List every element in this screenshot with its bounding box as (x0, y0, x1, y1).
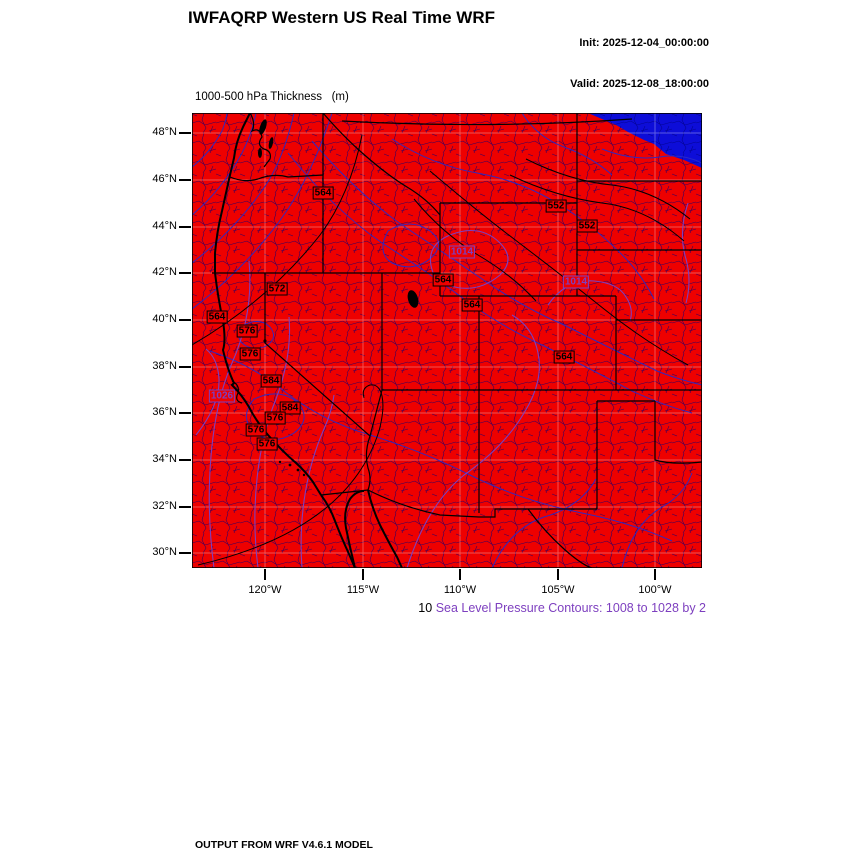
lon-tick-label: 110°W (443, 584, 477, 596)
legend-line-thickness-1: 1000-500 hPa Thickness (m) (195, 91, 349, 103)
lon-tick-mark (654, 569, 656, 580)
channel-island (288, 463, 292, 467)
lon-tick-label: 105°W (541, 584, 575, 596)
map-canvas (192, 113, 702, 568)
map-contour-label: 572 (266, 282, 288, 296)
caption-text: Sea Level Pressure Contours: 1008 to 102… (435, 601, 706, 615)
map-contour-label: 576 (256, 437, 278, 451)
map-contour-label: 564 (461, 298, 483, 312)
weather-map (192, 113, 702, 568)
model-info: OUTPUT FROM WRF V4.6.1 MODEL WE = 310 ; … (195, 810, 623, 850)
valid-time: Valid: 2025-12-08_18:00:00 (570, 77, 709, 90)
lon-tick-mark (362, 569, 364, 580)
thickness-contours-black (192, 134, 691, 566)
lat-tick-label: 32°N (152, 500, 177, 512)
map-contour-label: 552 (576, 219, 598, 233)
lon-tick-label: 115°W (346, 584, 380, 596)
map-contour-label: 576 (236, 324, 258, 338)
map-contour-label: 1014 (562, 275, 590, 289)
lat-tick-mark (179, 226, 191, 228)
init-time: Init: 2025-12-04_00:00:00 (579, 37, 709, 49)
map-contour-label: 552 (545, 199, 567, 213)
run-times: Init: 2025-12-04_00:00:00 Valid: 2025-12… (570, 10, 709, 118)
map-contour-label: 564 (312, 186, 334, 200)
lat-tick-mark (179, 552, 191, 554)
lat-tick-mark (179, 272, 191, 274)
lat-tick-mark (179, 412, 191, 414)
caption-overlap-text: 10 (418, 601, 433, 615)
map-contour-label: 576 (239, 347, 261, 361)
lat-tick-mark (179, 506, 191, 508)
map-contour-label: 1026 (208, 389, 236, 403)
lat-tick-mark (179, 366, 191, 368)
great-salt-lake (407, 290, 419, 308)
lake-tahoe (263, 339, 267, 343)
map-contour-label: 564 (553, 350, 575, 364)
lat-tick-label: 42°N (152, 266, 177, 278)
lat-tick-mark (179, 319, 191, 321)
map-contour-label: 576 (245, 423, 267, 437)
lat-tick-mark (179, 459, 191, 461)
map-contour-label: 584 (279, 401, 301, 415)
lon-tick-mark (264, 569, 266, 580)
model-version-line: OUTPUT FROM WRF V4.6.1 MODEL (195, 839, 373, 850)
lat-tick-label: 34°N (152, 453, 177, 465)
lat-tick-label: 48°N (152, 126, 177, 138)
map-contour-label: 564 (432, 273, 454, 287)
puget-sound-island (259, 119, 267, 135)
lat-tick-label: 46°N (152, 173, 177, 185)
map-contour-label: 576 (264, 411, 286, 425)
map-contour-label: 1014 (448, 245, 476, 259)
lon-tick-label: 120°W (248, 584, 282, 596)
slp-contour-caption: 10 Sea Level Pressure Contours: 1008 to … (418, 601, 706, 615)
lat-tick-label: 38°N (152, 360, 177, 372)
page-title: IWFAQRP Western US Real Time WRF (188, 8, 496, 27)
lat-tick-label: 30°N (152, 546, 177, 558)
lat-tick-label: 40°N (152, 313, 177, 325)
lat-tick-mark (179, 132, 191, 134)
lon-tick-label: 100°W (638, 584, 672, 596)
lat-tick-mark (179, 179, 191, 181)
lon-tick-mark (459, 569, 461, 580)
map-contour-label: 564 (206, 310, 228, 324)
map-contour-label: 584 (260, 374, 282, 388)
lat-tick-label: 44°N (152, 220, 177, 232)
lat-tick-label: 36°N (152, 406, 177, 418)
lon-tick-mark (557, 569, 559, 580)
